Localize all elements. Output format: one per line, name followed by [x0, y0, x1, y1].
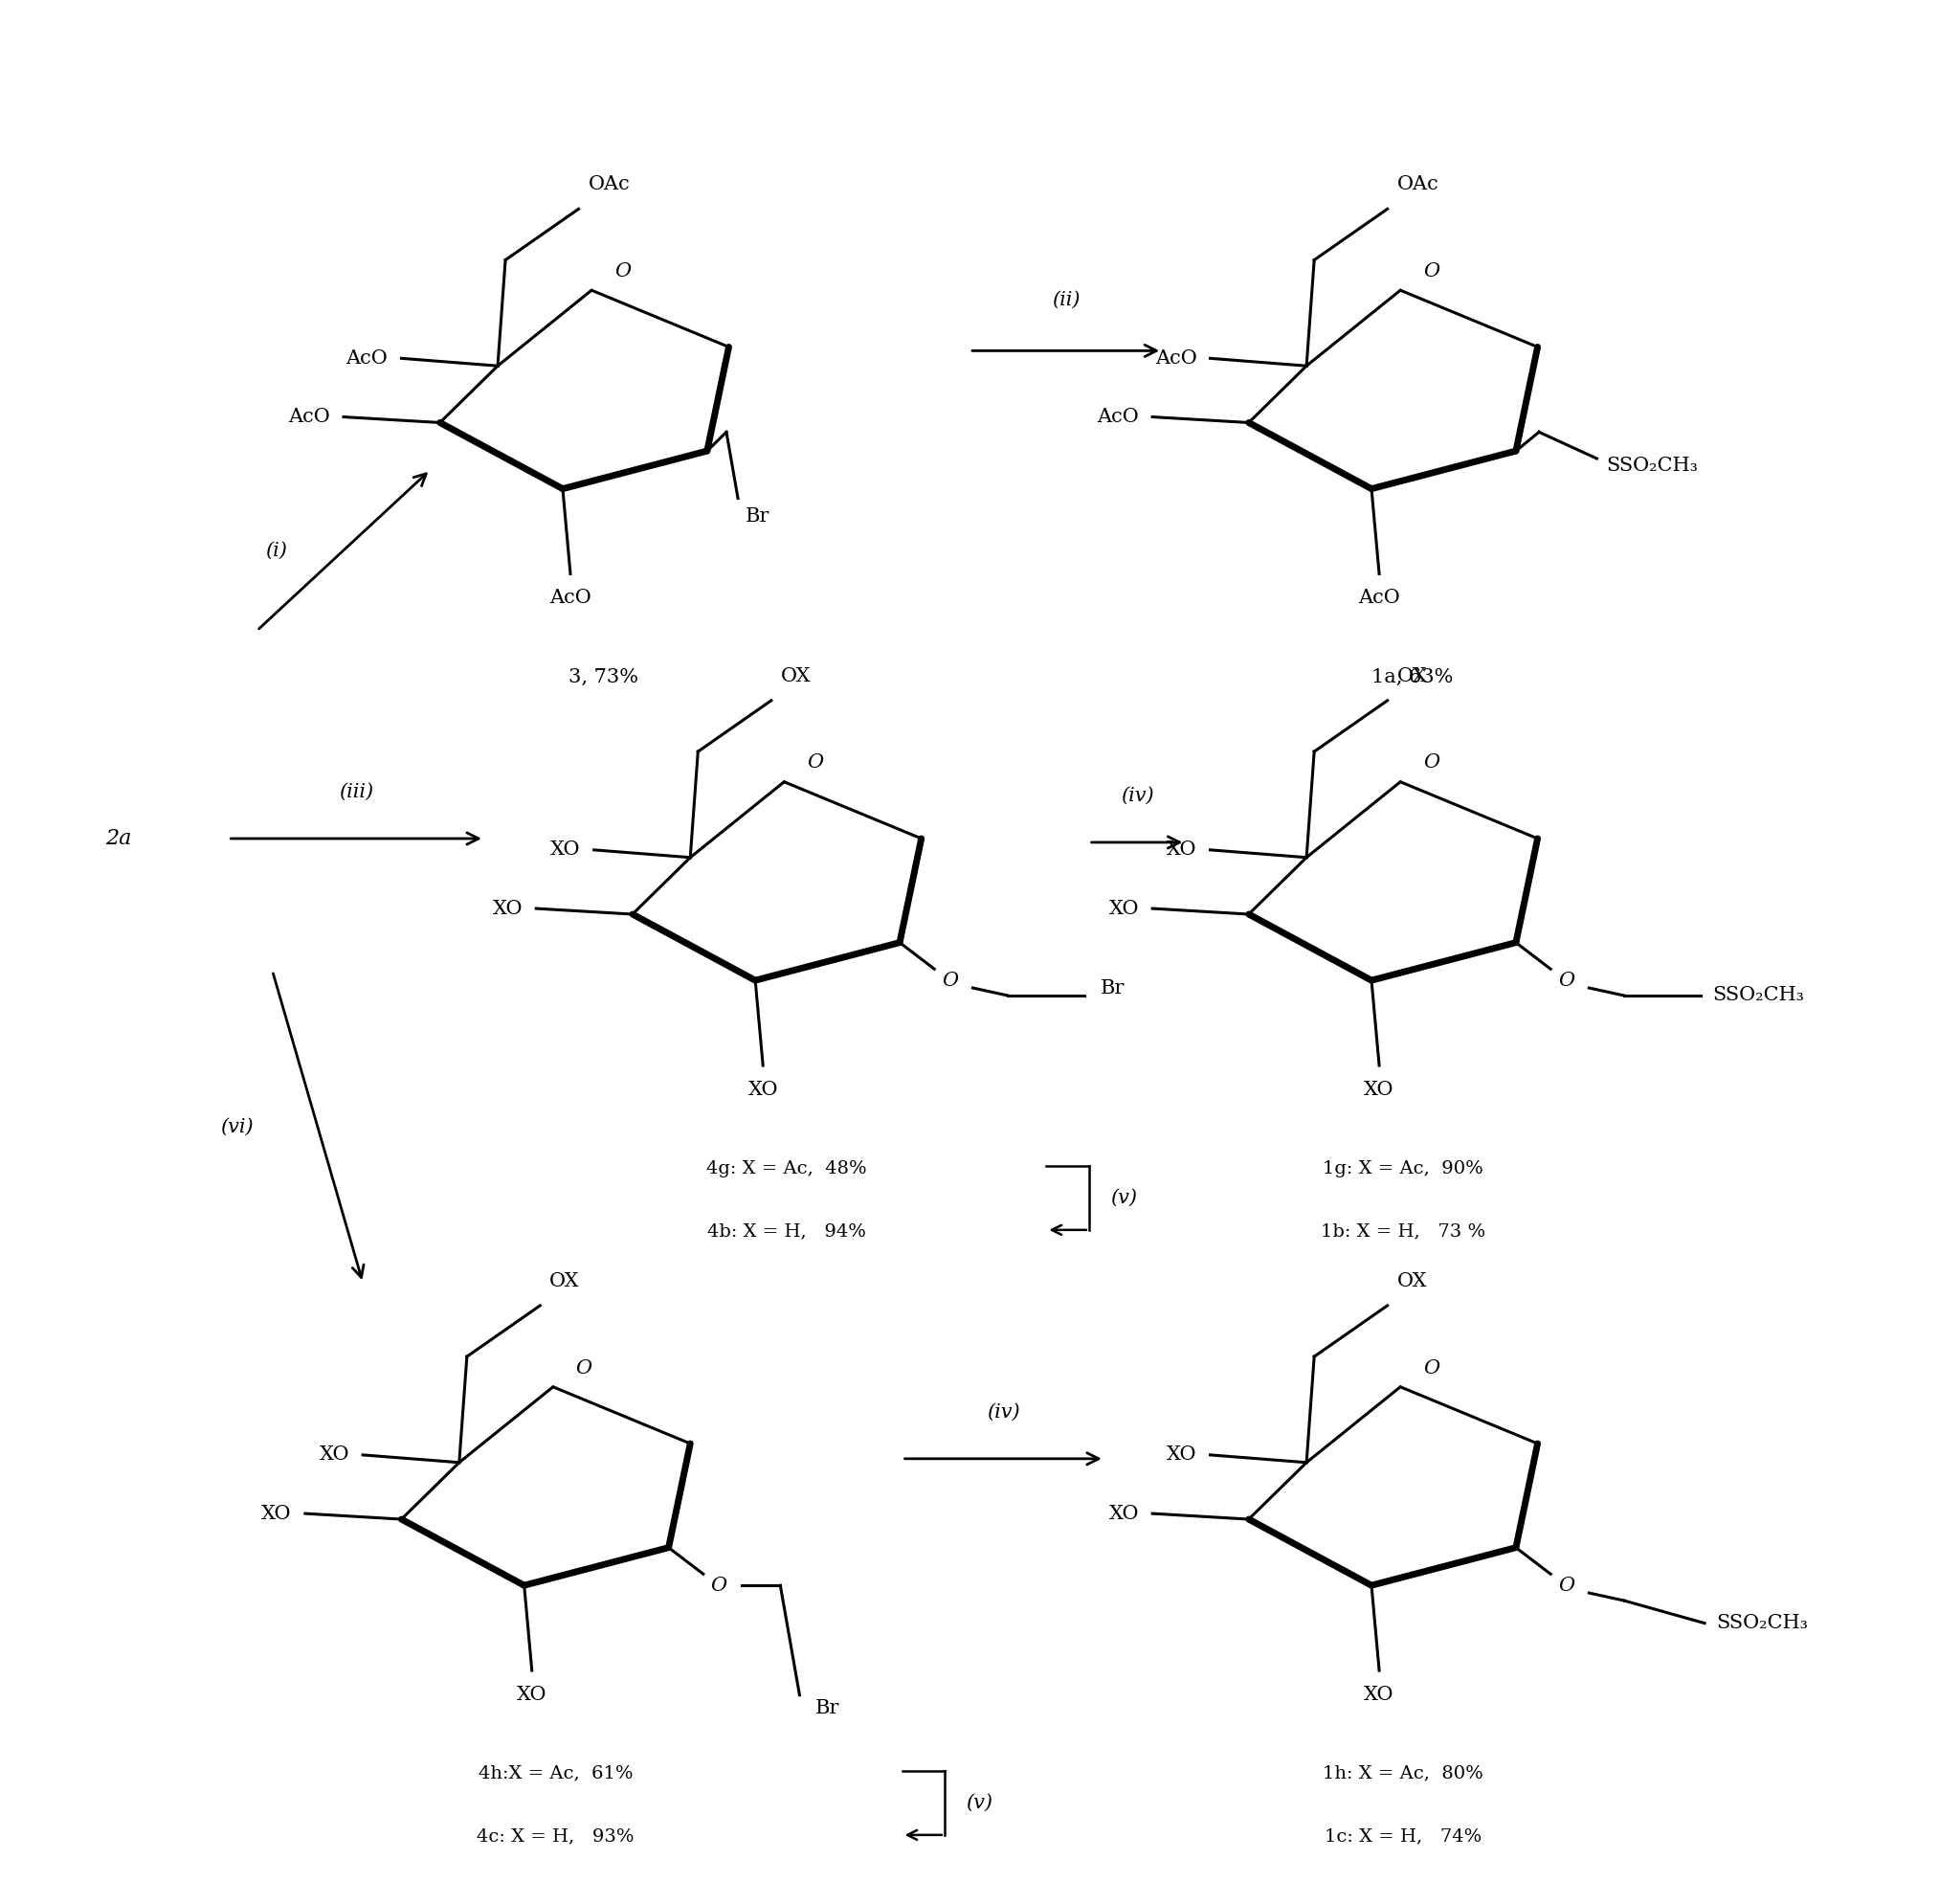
Text: AcO: AcO: [1097, 407, 1138, 426]
Text: XO: XO: [1109, 1504, 1138, 1523]
Text: XO: XO: [1365, 1081, 1394, 1099]
Text: (ii): (ii): [1051, 291, 1080, 308]
Text: AcO: AcO: [345, 348, 388, 367]
Text: XO: XO: [748, 1081, 778, 1099]
Text: O: O: [807, 754, 824, 771]
Text: Br: Br: [814, 1698, 840, 1717]
Text: 4c: X = H,   93%: 4c: X = H, 93%: [477, 1828, 634, 1845]
Text: O: O: [1423, 263, 1439, 280]
Text: XO: XO: [262, 1504, 291, 1523]
Text: XO: XO: [551, 842, 580, 859]
Text: (v): (v): [1109, 1188, 1136, 1207]
Text: AcO: AcO: [1357, 588, 1400, 607]
Text: OAc: OAc: [1396, 175, 1439, 194]
Text: (iv): (iv): [987, 1403, 1020, 1420]
Text: SSO₂CH₃: SSO₂CH₃: [1605, 457, 1699, 476]
Text: O: O: [576, 1359, 591, 1377]
Text: XO: XO: [1167, 842, 1196, 859]
Text: 4g: X = Ac,  48%: 4g: X = Ac, 48%: [706, 1160, 867, 1177]
Text: OX: OX: [781, 666, 811, 685]
Text: 4b: X = H,   94%: 4b: X = H, 94%: [708, 1222, 867, 1240]
Text: XO: XO: [1109, 899, 1138, 918]
Text: 2a: 2a: [105, 828, 132, 849]
Text: 1a, 63%: 1a, 63%: [1371, 668, 1452, 687]
Text: AcO: AcO: [1156, 348, 1196, 367]
Text: XO: XO: [493, 899, 524, 918]
Text: O: O: [615, 263, 630, 280]
Text: O: O: [1557, 971, 1574, 990]
Text: O: O: [1423, 754, 1439, 771]
Text: 3, 73%: 3, 73%: [568, 668, 638, 687]
Text: XO: XO: [1167, 1445, 1196, 1464]
Text: XO: XO: [518, 1685, 547, 1704]
Text: OAc: OAc: [588, 175, 630, 194]
Text: Br: Br: [747, 508, 770, 526]
Text: (vi): (vi): [221, 1118, 254, 1137]
Text: 1g: X = Ac,  90%: 1g: X = Ac, 90%: [1322, 1160, 1483, 1177]
Text: XO: XO: [320, 1445, 349, 1464]
Text: 4h:X = Ac,  61%: 4h:X = Ac, 61%: [479, 1765, 632, 1782]
Text: O: O: [1423, 1359, 1439, 1377]
Text: OX: OX: [549, 1272, 580, 1291]
Text: SSO₂CH₃: SSO₂CH₃: [1716, 1615, 1807, 1632]
Text: O: O: [710, 1577, 727, 1594]
Text: O: O: [1557, 1577, 1574, 1594]
Text: (v): (v): [966, 1794, 993, 1813]
Text: OX: OX: [1396, 666, 1427, 685]
Text: SSO₂CH₃: SSO₂CH₃: [1712, 986, 1803, 1005]
Text: AcO: AcO: [289, 407, 330, 426]
Text: 1c: X = H,   74%: 1c: X = H, 74%: [1324, 1828, 1481, 1845]
Text: (iv): (iv): [1121, 786, 1154, 805]
Text: O: O: [942, 971, 958, 990]
Text: 1b: X = H,   73 %: 1b: X = H, 73 %: [1320, 1222, 1485, 1240]
Text: OX: OX: [1396, 1272, 1427, 1291]
Text: (i): (i): [266, 541, 287, 560]
Text: AcO: AcO: [549, 588, 591, 607]
Text: (iii): (iii): [339, 783, 374, 802]
Text: Br: Br: [1099, 979, 1125, 998]
Text: XO: XO: [1365, 1685, 1394, 1704]
Text: 1h: X = Ac,  80%: 1h: X = Ac, 80%: [1322, 1765, 1483, 1782]
